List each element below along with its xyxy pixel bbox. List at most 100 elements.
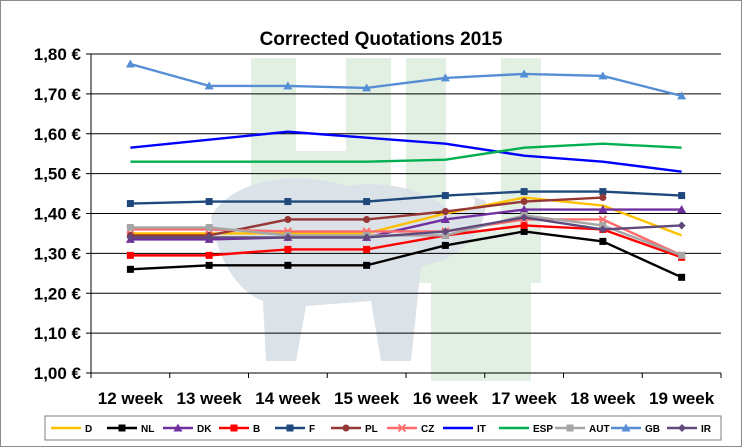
legend-label: ESP (533, 424, 553, 435)
chart-title: Corrected Quotations 2015 (260, 29, 503, 50)
legend: D NL DK B F PL CZ IT ESP AUT GB IR (44, 415, 722, 441)
series-line-b (130, 224, 683, 259)
data-point (205, 223, 213, 231)
data-point (205, 251, 213, 259)
data-point (440, 73, 450, 82)
legend-label: D (85, 424, 92, 435)
legend-item-cz: CZ (387, 423, 434, 435)
legend-marker (286, 424, 294, 432)
data-point (205, 233, 214, 242)
data-point (519, 205, 529, 214)
data-point (362, 233, 371, 242)
legend-item-it: IT (443, 424, 486, 435)
data-point (441, 241, 449, 249)
data-point (126, 233, 135, 242)
legend-item-f: F (275, 424, 315, 435)
data-point (599, 194, 607, 202)
legend-item-d: D (51, 424, 92, 435)
data-point (284, 245, 292, 253)
legend-marker (118, 424, 126, 432)
y-tick-label: 1,40 € (34, 205, 82, 224)
legend-item-pl: PL (331, 424, 378, 435)
y-tick-label: 1,10 € (34, 324, 82, 343)
legend-item-gb: GB (611, 423, 660, 435)
data-point (205, 198, 213, 206)
series-esp (130, 142, 682, 163)
data-point (204, 81, 214, 90)
data-point (284, 215, 292, 223)
series-lines (125, 59, 687, 281)
legend-label: GB (645, 424, 660, 435)
legend-item-ir: IR (667, 424, 712, 435)
data-point (678, 273, 686, 281)
data-point (520, 221, 528, 229)
data-point (284, 198, 292, 206)
data-point (599, 237, 607, 245)
series-line-dk (130, 208, 682, 241)
y-tick-label: 1,00 € (34, 364, 82, 383)
legend-marker (566, 424, 574, 432)
legend-marker (397, 423, 407, 433)
legend-marker (173, 423, 183, 432)
data-point (205, 261, 213, 269)
x-tick-label: 17 week (492, 389, 558, 408)
data-point (363, 261, 371, 269)
data-point (440, 214, 450, 223)
x-tick-label: 14 week (255, 389, 321, 408)
x-tick-label: 18 week (570, 389, 636, 408)
y-tick-labels: 1,00 € 1,10 € 1,20 € 1,30 € 1,40 € 1,50 € 1,60… (34, 45, 82, 383)
series-nl (126, 227, 686, 281)
legend-marker (678, 424, 686, 432)
data-point (598, 225, 607, 234)
x-tick-label: 19 week (649, 389, 715, 408)
data-point (126, 223, 134, 231)
legend-label: AUT (589, 424, 610, 435)
x-tick-label: 15 week (334, 389, 400, 408)
legend-marker (621, 423, 631, 432)
legend-label: PL (365, 424, 378, 435)
series-line-nl (130, 230, 683, 279)
data-point (677, 91, 687, 100)
series-line-ir (130, 216, 682, 239)
legend-item-aut: AUT (555, 424, 610, 435)
data-point (283, 81, 293, 90)
x-tick-label: 13 week (177, 389, 243, 408)
x-tick-label: 12 week (98, 389, 164, 408)
data-point (125, 59, 135, 68)
data-point (678, 192, 686, 200)
x-tick-labels: 12 week 13 week 14 week 15 week 16 week 17 we… (98, 389, 715, 408)
legend-item-esp: ESP (499, 424, 553, 435)
y-tick-label: 1,30 € (34, 244, 82, 263)
legend-label: NL (141, 424, 154, 435)
data-point (284, 261, 292, 269)
legend-label: B (253, 424, 260, 435)
series-line-esp (130, 142, 682, 163)
data-point (677, 205, 687, 214)
series-line-f (130, 190, 682, 205)
legend-item-dk: DK (163, 423, 212, 435)
data-point (126, 251, 134, 259)
legend-label: CZ (421, 424, 434, 435)
data-point (441, 208, 449, 216)
data-point (520, 213, 529, 222)
legend-marker (342, 424, 350, 432)
data-point (520, 227, 528, 235)
data-point (598, 71, 608, 80)
y-tick-label: 1,20 € (34, 284, 82, 303)
series-line-it (130, 130, 682, 173)
data-point (520, 188, 528, 196)
data-point (598, 205, 608, 214)
series-ir (126, 213, 686, 242)
data-point (678, 251, 686, 259)
series-f (126, 188, 686, 208)
y-tick-label: 1,50 € (34, 165, 82, 184)
data-point (363, 215, 371, 223)
data-point (520, 198, 528, 206)
legend-marker (230, 424, 238, 432)
data-point (363, 245, 371, 253)
series-line-gb (130, 62, 682, 98)
data-point (283, 233, 292, 242)
gridlines (91, 53, 721, 334)
data-point (126, 200, 134, 208)
